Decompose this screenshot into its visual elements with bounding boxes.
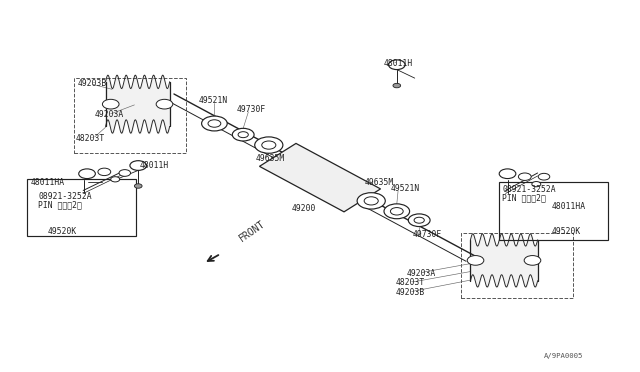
Text: 49730F: 49730F	[413, 230, 442, 239]
Text: 49521N: 49521N	[390, 185, 420, 193]
Circle shape	[98, 168, 111, 176]
Circle shape	[499, 169, 516, 179]
Text: 48011HA: 48011HA	[552, 202, 586, 211]
Text: 08921-3252A: 08921-3252A	[38, 192, 92, 201]
Circle shape	[364, 197, 378, 205]
Bar	[27, 179, 136, 236]
Circle shape	[357, 193, 385, 209]
Text: 49203A: 49203A	[406, 269, 436, 278]
Polygon shape	[259, 144, 381, 212]
Circle shape	[538, 173, 550, 180]
Circle shape	[532, 182, 541, 187]
Text: 48203T: 48203T	[76, 134, 105, 143]
Circle shape	[208, 120, 221, 127]
Text: PIN ビン（2）: PIN ビン（2）	[38, 200, 83, 209]
Text: FRONT: FRONT	[237, 219, 267, 244]
Circle shape	[388, 60, 405, 70]
Text: 49521N: 49521N	[198, 96, 228, 105]
Text: 49635M: 49635M	[256, 154, 285, 163]
Text: 49203A: 49203A	[95, 110, 124, 119]
Circle shape	[119, 170, 131, 176]
Text: 49200: 49200	[291, 204, 316, 213]
Bar	[461, 232, 573, 298]
Circle shape	[102, 99, 119, 109]
Circle shape	[130, 161, 147, 170]
Text: 49520K: 49520K	[48, 227, 77, 236]
Circle shape	[238, 132, 248, 138]
Circle shape	[232, 128, 254, 141]
Text: 49520K: 49520K	[552, 227, 581, 236]
Text: A/9PA0005: A/9PA0005	[544, 353, 584, 359]
Circle shape	[79, 169, 95, 179]
Circle shape	[390, 208, 403, 215]
Text: 48011HA: 48011HA	[31, 178, 65, 187]
Text: 49730F: 49730F	[237, 105, 266, 114]
Circle shape	[262, 141, 276, 149]
Circle shape	[384, 204, 410, 219]
Circle shape	[393, 83, 401, 88]
Bar	[74, 78, 186, 153]
Text: 48203T: 48203T	[396, 278, 425, 287]
Circle shape	[111, 177, 120, 182]
Circle shape	[202, 116, 227, 131]
Text: 49203B: 49203B	[78, 79, 108, 88]
Circle shape	[524, 256, 541, 265]
Circle shape	[255, 137, 283, 153]
Text: PIN ビン（2）: PIN ビン（2）	[502, 194, 547, 203]
Text: 49203B: 49203B	[396, 288, 425, 296]
Circle shape	[518, 173, 531, 180]
Text: 48011H: 48011H	[140, 161, 169, 170]
Circle shape	[134, 184, 142, 188]
Bar	[499, 182, 608, 240]
Circle shape	[408, 214, 430, 227]
Text: 08921-3252A: 08921-3252A	[502, 185, 556, 194]
Circle shape	[414, 217, 424, 223]
Text: 48011H: 48011H	[384, 59, 413, 68]
Circle shape	[467, 256, 484, 265]
Text: 49635M: 49635M	[365, 178, 394, 187]
Circle shape	[156, 99, 173, 109]
